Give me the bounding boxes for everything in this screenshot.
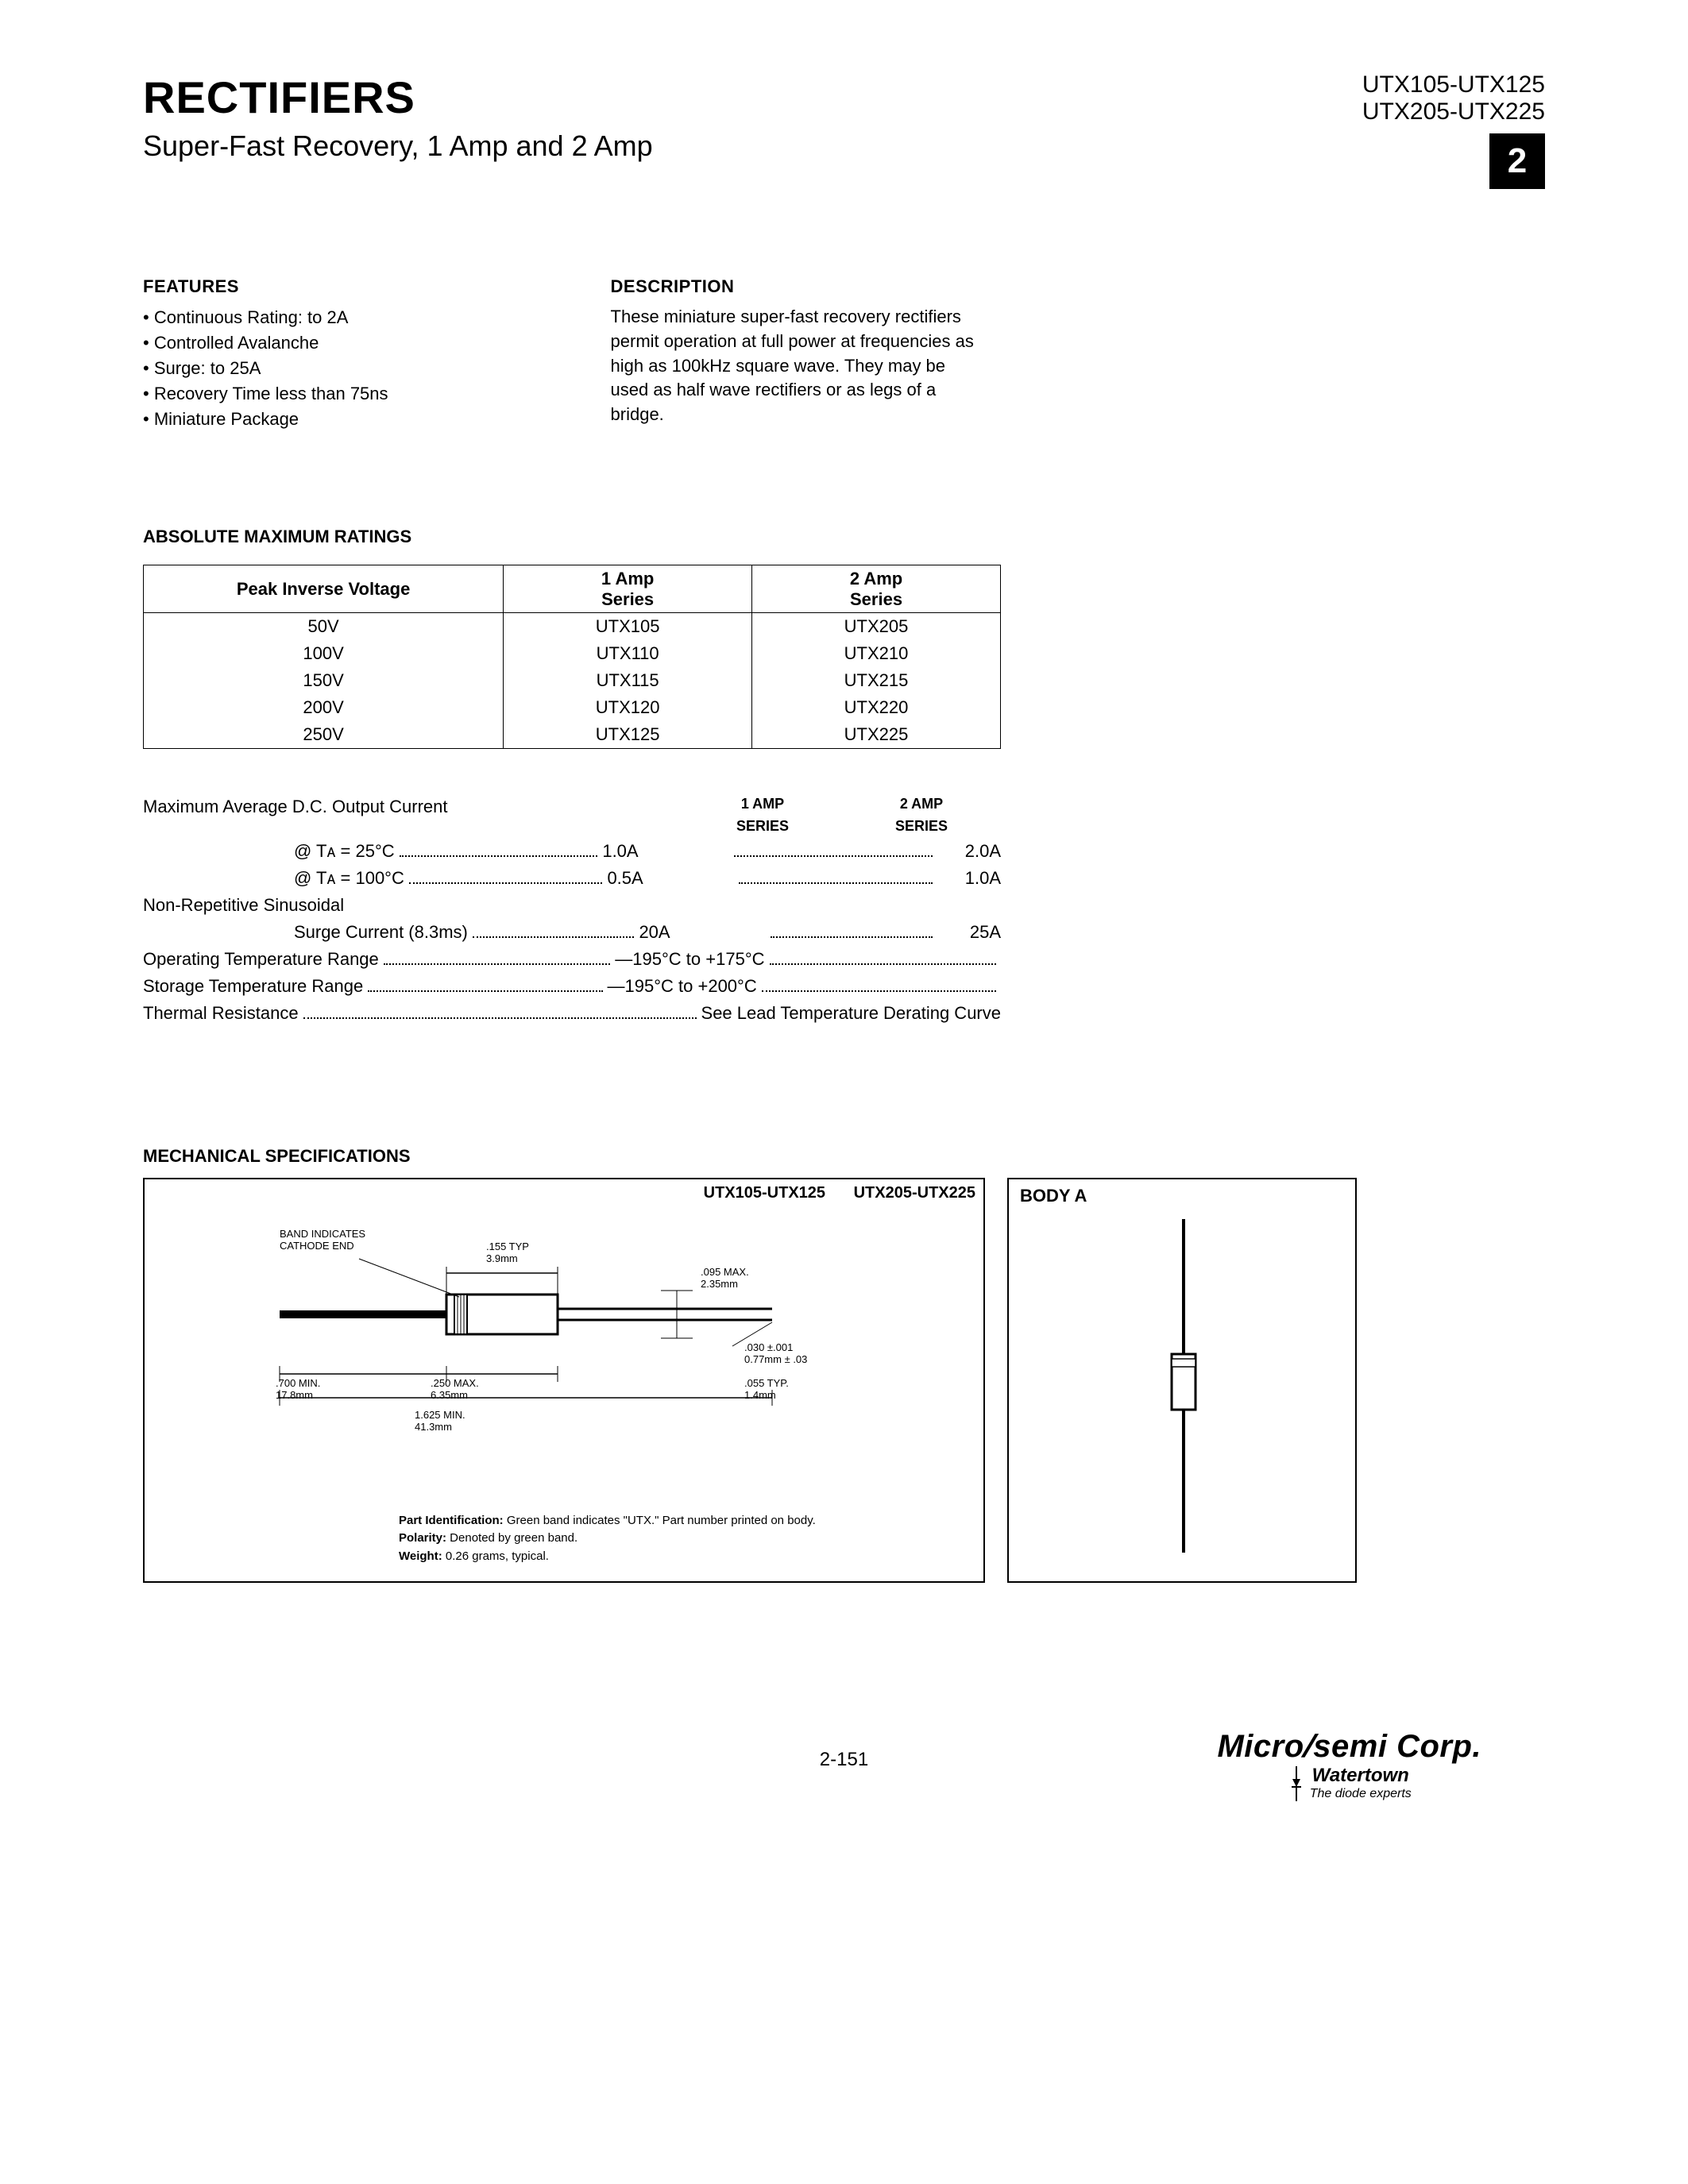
page-header: RECTIFIERS Super-Fast Recovery, 1 Amp an… [143,71,1545,189]
section-badge: 2 [1489,133,1545,189]
feature-item: Surge: to 25A [143,356,388,381]
logo-tagline: The diode experts [1310,1787,1412,1801]
body-a-box: BODY A [1007,1178,1357,1583]
feature-item: Miniature Package [143,407,388,432]
col-piv: Peak Inverse Voltage [144,565,504,613]
datasheet-page: RECTIFIERS Super-Fast Recovery, 1 Amp an… [0,0,1688,2184]
note-weight: Weight: 0.26 grams, typical. [399,1548,816,1566]
description-text: These miniature super-fast recovery rect… [611,305,984,427]
note-id: Part Identification: Part Identification… [399,1512,816,1530]
dim-1625: 1.625 MIN.41.3mm [415,1410,465,1433]
part-range-2: UTX205-UTX225 [1362,98,1545,125]
spec-row-stg-temp: Storage Temperature Range —195°C to +200… [143,973,1001,1000]
spec-row-surge: Surge Current (8.3ms) 20A 25A [143,919,1001,946]
page-number: 2-151 [820,1749,868,1771]
page-subtitle: Super-Fast Recovery, 1 Amp and 2 Amp [143,129,653,163]
feature-item: Continuous Rating: to 2A [143,305,388,330]
header-left: RECTIFIERS Super-Fast Recovery, 1 Amp an… [143,71,653,163]
part-range-1: UTX105-UTX125 [1362,71,1545,98]
col-1amp: 1 AmpSeries [504,565,752,613]
company-logo: Micro/semi Corp. Watertown The diode exp… [1217,1729,1481,1803]
dim-055: .055 TYP.1.4mm [744,1378,789,1402]
spec-col-1amp: 1 AMPSERIES [683,793,842,838]
features-heading: FEATURES [143,276,388,297]
feature-item: Recovery Time less than 75ns [143,381,388,407]
features-section: FEATURES Continuous Rating: to 2A Contro… [143,276,388,431]
table-row: 150VUTX115UTX215 [144,667,1001,694]
mech-title-bar: UTX105-UTX125 UTX205-UTX225 [680,1184,975,1202]
body-a-icon [1152,1219,1215,1553]
spec-column-headers: Maximum Average D.C. Output Current 1 AM… [143,793,1001,838]
dim-band-label: BAND INDICATESCATHODE END [280,1229,365,1252]
spec-nonrep-label: Non-Repetitive Sinusoidal [143,892,1001,919]
ratings-body: 50VUTX105UTX205 100VUTX110UTX210 150VUTX… [144,613,1001,749]
table-row: 100VUTX110UTX210 [144,640,1001,667]
dim-700: .700 MIN.17.8mm [276,1378,320,1402]
note-polarity: Polarity: Denoted by green band. [399,1530,816,1548]
dim-030: .030 ±.0010.77mm ± .03 [744,1342,807,1366]
page-title: RECTIFIERS [143,71,653,123]
mechanical-diagrams: UTX105-UTX125 UTX205-UTX225 [143,1178,1382,1583]
mechanical-outline-box: UTX105-UTX125 UTX205-UTX225 [143,1178,985,1583]
spec-row-25c: @ Tᴀ = 25°C 1.0A 2.0A [143,838,1001,865]
ratings-table: Peak Inverse Voltage 1 AmpSeries 2 AmpSe… [143,565,1001,749]
feature-item: Controlled Avalanche [143,330,388,356]
features-list: Continuous Rating: to 2A Controlled Aval… [143,305,388,431]
description-heading: DESCRIPTION [611,276,984,297]
dim-155: .155 TYP3.9mm [486,1241,529,1265]
spec-row-100c: @ Tᴀ = 100°C 0.5A 1.0A [143,865,1001,892]
spec-row-thermal: Thermal Resistance See Lead Temperature … [143,1000,1001,1027]
logo-location: Watertown [1310,1765,1412,1787]
logo-text: Micro/semi Corp. [1217,1729,1481,1765]
spec-col-2amp: 2 AMPSERIES [842,793,1001,838]
mechanical-notes: Part Identification: Part Identification… [399,1512,816,1566]
header-right: UTX105-UTX125 UTX205-UTX225 2 [1362,71,1545,189]
spec-max-current-label: Maximum Average D.C. Output Current [143,793,683,838]
table-row: 200VUTX120UTX220 [144,694,1001,721]
spec-block: Maximum Average D.C. Output Current 1 AM… [143,793,1001,1027]
table-row: 50VUTX105UTX205 [144,613,1001,641]
table-row: 250VUTX125UTX225 [144,721,1001,749]
diode-icon [1288,1765,1305,1803]
dim-095: .095 MAX.2.35mm [701,1267,749,1291]
features-description-row: FEATURES Continuous Rating: to 2A Contro… [143,276,1545,431]
body-a-label: BODY A [1020,1186,1087,1206]
description-section: DESCRIPTION These miniature super-fast r… [611,276,984,431]
spec-row-op-temp: Operating Temperature Range —195°C to +1… [143,946,1001,973]
ratings-heading: ABSOLUTE MAXIMUM RATINGS [143,527,1545,547]
logo-sub-block: Watertown The diode experts [1217,1765,1481,1803]
dim-250: .250 MAX.6.35mm [431,1378,479,1402]
col-2amp: 2 AmpSeries [752,565,1001,613]
table-header-row: Peak Inverse Voltage 1 AmpSeries 2 AmpSe… [144,565,1001,613]
mechanical-heading: MECHANICAL SPECIFICATIONS [143,1146,1545,1167]
